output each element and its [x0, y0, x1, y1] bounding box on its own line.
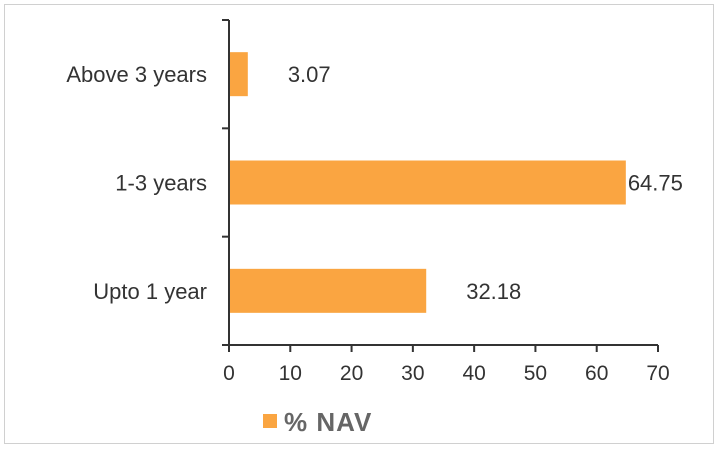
x-tick-label: 10 [279, 362, 302, 385]
x-tick-label: 0 [223, 362, 235, 385]
bar-1-3-years [230, 160, 626, 205]
x-tick-label: 60 [585, 362, 608, 385]
x-tick-label: 70 [646, 362, 669, 385]
legend: % NAV [263, 407, 372, 437]
x-tick-label: 40 [462, 362, 485, 385]
data-label: 3.07 [288, 62, 331, 87]
category-label: Above 3 years [66, 62, 207, 87]
category-label: Upto 1 year [93, 279, 207, 304]
data-label: 32.18 [466, 279, 521, 304]
category-label: 1-3 years [115, 171, 207, 196]
data-labels: 3.07 64.75 32.18 [288, 62, 683, 304]
x-tick-label: 50 [524, 362, 547, 385]
data-label: 64.75 [628, 171, 683, 196]
bar-above-3-years [230, 52, 248, 97]
legend-label: % NAV [284, 407, 372, 437]
legend-swatch [263, 414, 277, 428]
category-labels: Above 3 years 1-3 years Upto 1 year [66, 62, 207, 304]
x-tick-label: 20 [340, 362, 363, 385]
bars-layer [230, 52, 626, 313]
x-ticks: 0 10 20 30 40 50 60 70 [223, 345, 670, 385]
bar-upto-1-year [230, 268, 427, 313]
x-tick-label: 30 [401, 362, 424, 385]
chart-frame [4, 4, 714, 444]
axes-layer [222, 19, 658, 346]
